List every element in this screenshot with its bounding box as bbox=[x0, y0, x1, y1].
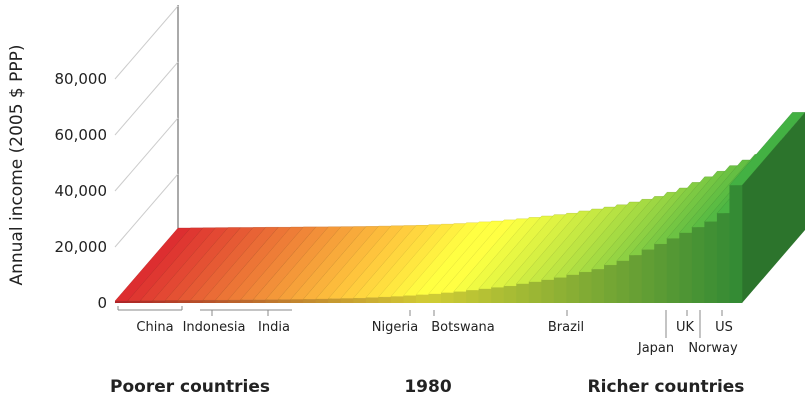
country-label: Nigeria bbox=[372, 320, 419, 335]
bar-front bbox=[140, 300, 153, 303]
bar-front bbox=[415, 294, 429, 303]
bar-front bbox=[466, 290, 479, 303]
bar-front bbox=[240, 299, 254, 303]
country-label: US bbox=[715, 320, 733, 335]
bar-front bbox=[541, 280, 555, 303]
bar-side bbox=[742, 112, 805, 304]
bar-front bbox=[704, 221, 718, 303]
bar-front bbox=[227, 300, 241, 303]
bar-front bbox=[353, 298, 367, 303]
bar-front bbox=[666, 238, 680, 303]
bar-front bbox=[315, 299, 329, 303]
grid-line bbox=[114, 61, 179, 136]
bar-front bbox=[278, 299, 291, 303]
bar-front bbox=[115, 301, 128, 303]
bar-front bbox=[165, 300, 178, 303]
bar-front bbox=[716, 213, 730, 303]
bar-front bbox=[503, 286, 517, 303]
country-label: Norway bbox=[688, 341, 738, 356]
grid-line bbox=[114, 117, 179, 192]
country-label: Brazil bbox=[548, 320, 584, 335]
bar bbox=[729, 112, 806, 304]
bar-front bbox=[528, 282, 542, 303]
bar-front bbox=[378, 297, 392, 303]
y-tick-label: 40,000 bbox=[55, 182, 108, 200]
bar-front bbox=[553, 277, 567, 303]
country-label: Botswana bbox=[431, 320, 495, 335]
bar-front bbox=[190, 300, 204, 303]
bar-front bbox=[604, 265, 617, 303]
bar-front bbox=[629, 255, 642, 303]
y-tick-label: 60,000 bbox=[55, 126, 108, 144]
bar-front bbox=[403, 295, 417, 303]
y-tick-label: 80,000 bbox=[55, 70, 108, 88]
country-label: Indonesia bbox=[183, 320, 246, 335]
bar-front bbox=[252, 299, 266, 303]
y-axis-label: Annual income (2005 $ PPP) bbox=[7, 44, 27, 285]
bar-front bbox=[566, 275, 580, 303]
y-tick-label: 0 bbox=[97, 294, 107, 312]
bar-front bbox=[491, 287, 505, 303]
bar-front bbox=[303, 299, 316, 303]
bar-front bbox=[428, 294, 442, 303]
bar-front bbox=[290, 299, 304, 303]
grid-line bbox=[114, 173, 179, 248]
country-label: UK bbox=[676, 320, 695, 335]
bar-front bbox=[679, 233, 693, 303]
bar-front bbox=[365, 297, 379, 303]
country-label: Japan bbox=[637, 341, 674, 356]
bar-front bbox=[202, 300, 216, 303]
bar-front bbox=[691, 227, 705, 303]
bar-front bbox=[340, 298, 354, 303]
bar-front bbox=[591, 269, 605, 303]
bar-front bbox=[641, 249, 655, 303]
bar-front bbox=[265, 299, 279, 303]
bar-front bbox=[478, 289, 492, 303]
footer-label: Poorer countries bbox=[110, 377, 270, 397]
country-label: India bbox=[258, 320, 290, 335]
bar-front bbox=[729, 185, 743, 303]
bar-front bbox=[516, 283, 530, 303]
bar-front bbox=[453, 291, 467, 303]
footer-label: 1980 bbox=[404, 377, 451, 397]
bar-front bbox=[215, 300, 229, 303]
bar-front bbox=[127, 300, 141, 303]
grid-line bbox=[114, 5, 179, 80]
country-label: China bbox=[136, 320, 173, 335]
footer-label: Richer countries bbox=[588, 377, 745, 397]
bar-front bbox=[390, 296, 404, 303]
bar-front bbox=[616, 261, 630, 303]
bar-front bbox=[441, 292, 454, 303]
y-tick-label: 20,000 bbox=[55, 238, 108, 256]
bar-front bbox=[328, 298, 342, 303]
bar-front bbox=[578, 272, 592, 303]
bar-front bbox=[654, 244, 668, 303]
bar-front bbox=[177, 300, 191, 303]
bar-front bbox=[152, 300, 166, 303]
